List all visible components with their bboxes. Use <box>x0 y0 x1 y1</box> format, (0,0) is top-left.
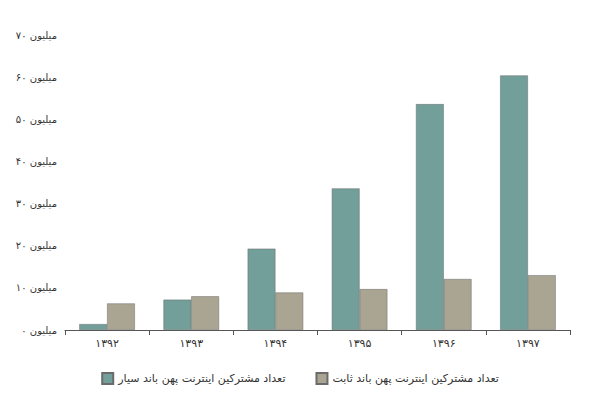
svg-text:تعداد مشترکین اینترنت پهن باند: تعداد مشترکین اینترنت پهن باند ثابت <box>332 372 498 385</box>
svg-text:۱۳۹۴: ۱۳۹۴ <box>264 337 288 350</box>
svg-text:۱۳۹۲: ۱۳۹۲ <box>95 337 119 350</box>
svg-text:۱۳۹۷: ۱۳۹۷ <box>516 337 540 350</box>
svg-text:۰ میلیون: ۰ میلیون <box>21 325 57 336</box>
svg-text:۴۰ میلیون: ۴۰ میلیون <box>16 156 57 167</box>
svg-text:۲۰ میلیون: ۲۰ میلیون <box>16 240 57 251</box>
svg-text:۵۰ میلیون: ۵۰ میلیون <box>16 114 57 125</box>
svg-text:۱۳۹۳: ۱۳۹۳ <box>179 337 203 350</box>
svg-text:۷۰ میلیون: ۷۰ میلیون <box>16 30 57 41</box>
svg-text:۳۰ میلیون: ۳۰ میلیون <box>16 198 57 209</box>
svg-text:۱۰ میلیون: ۱۰ میلیون <box>16 282 57 293</box>
svg-text:۱۳۹۵: ۱۳۹۵ <box>348 337 372 350</box>
svg-text:تعداد مشترکین اینترنت پهن باند: تعداد مشترکین اینترنت پهن باند سیار <box>117 372 285 385</box>
svg-text:۱۳۹۶: ۱۳۹۶ <box>432 337 456 350</box>
svg-text:۶۰ میلیون: ۶۰ میلیون <box>16 72 57 83</box>
